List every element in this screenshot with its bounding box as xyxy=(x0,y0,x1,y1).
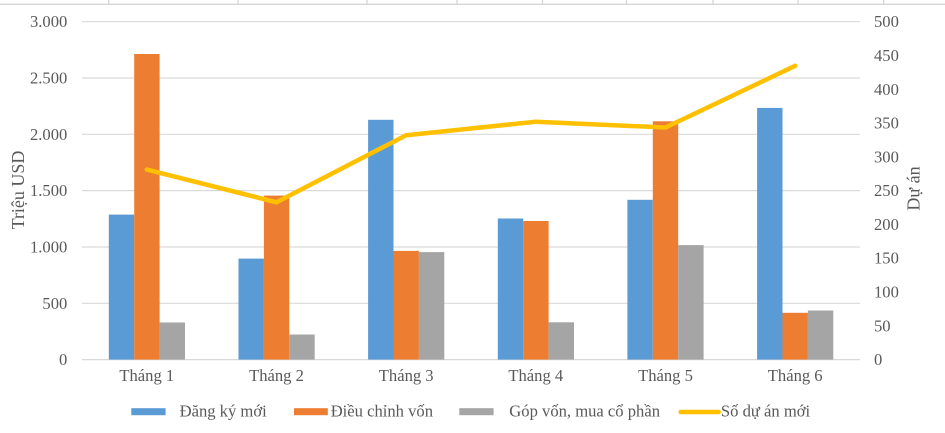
svg-text:200: 200 xyxy=(874,215,899,234)
svg-text:Tháng 3: Tháng 3 xyxy=(379,366,434,385)
svg-text:500: 500 xyxy=(42,294,67,313)
svg-text:2.500: 2.500 xyxy=(30,69,67,88)
svg-text:150: 150 xyxy=(874,249,899,268)
svg-text:2.000: 2.000 xyxy=(30,125,67,144)
svg-text:Dự án: Dự án xyxy=(904,166,924,210)
svg-text:0: 0 xyxy=(874,350,882,369)
svg-text:450: 450 xyxy=(874,46,899,65)
svg-text:3.000: 3.000 xyxy=(30,12,67,31)
svg-text:100: 100 xyxy=(874,283,899,302)
svg-text:Tháng 6: Tháng 6 xyxy=(768,366,823,385)
svg-text:1.000: 1.000 xyxy=(30,238,67,257)
svg-text:350: 350 xyxy=(874,114,899,133)
svg-text:400: 400 xyxy=(874,80,899,99)
svg-text:Tháng 4: Tháng 4 xyxy=(508,366,564,385)
svg-text:Góp vốn, mua cổ phần: Góp vốn, mua cổ phần xyxy=(509,402,660,421)
svg-text:Số dự án mới: Số dự án mới xyxy=(721,402,811,421)
svg-text:Triệu USD: Triệu USD xyxy=(8,151,28,230)
svg-text:50: 50 xyxy=(874,316,891,335)
svg-text:Điều chỉnh vốn: Điều chỉnh vốn xyxy=(331,402,434,421)
svg-text:500: 500 xyxy=(874,12,899,31)
svg-text:Tháng 2: Tháng 2 xyxy=(249,366,304,385)
svg-text:Tháng 1: Tháng 1 xyxy=(119,366,174,385)
svg-text:250: 250 xyxy=(874,181,899,200)
svg-text:0: 0 xyxy=(59,350,67,369)
svg-text:Tháng 5: Tháng 5 xyxy=(638,366,693,385)
svg-text:300: 300 xyxy=(874,147,899,166)
svg-text:1.500: 1.500 xyxy=(30,181,67,200)
svg-text:Đăng ký mới: Đăng ký mới xyxy=(180,402,268,421)
